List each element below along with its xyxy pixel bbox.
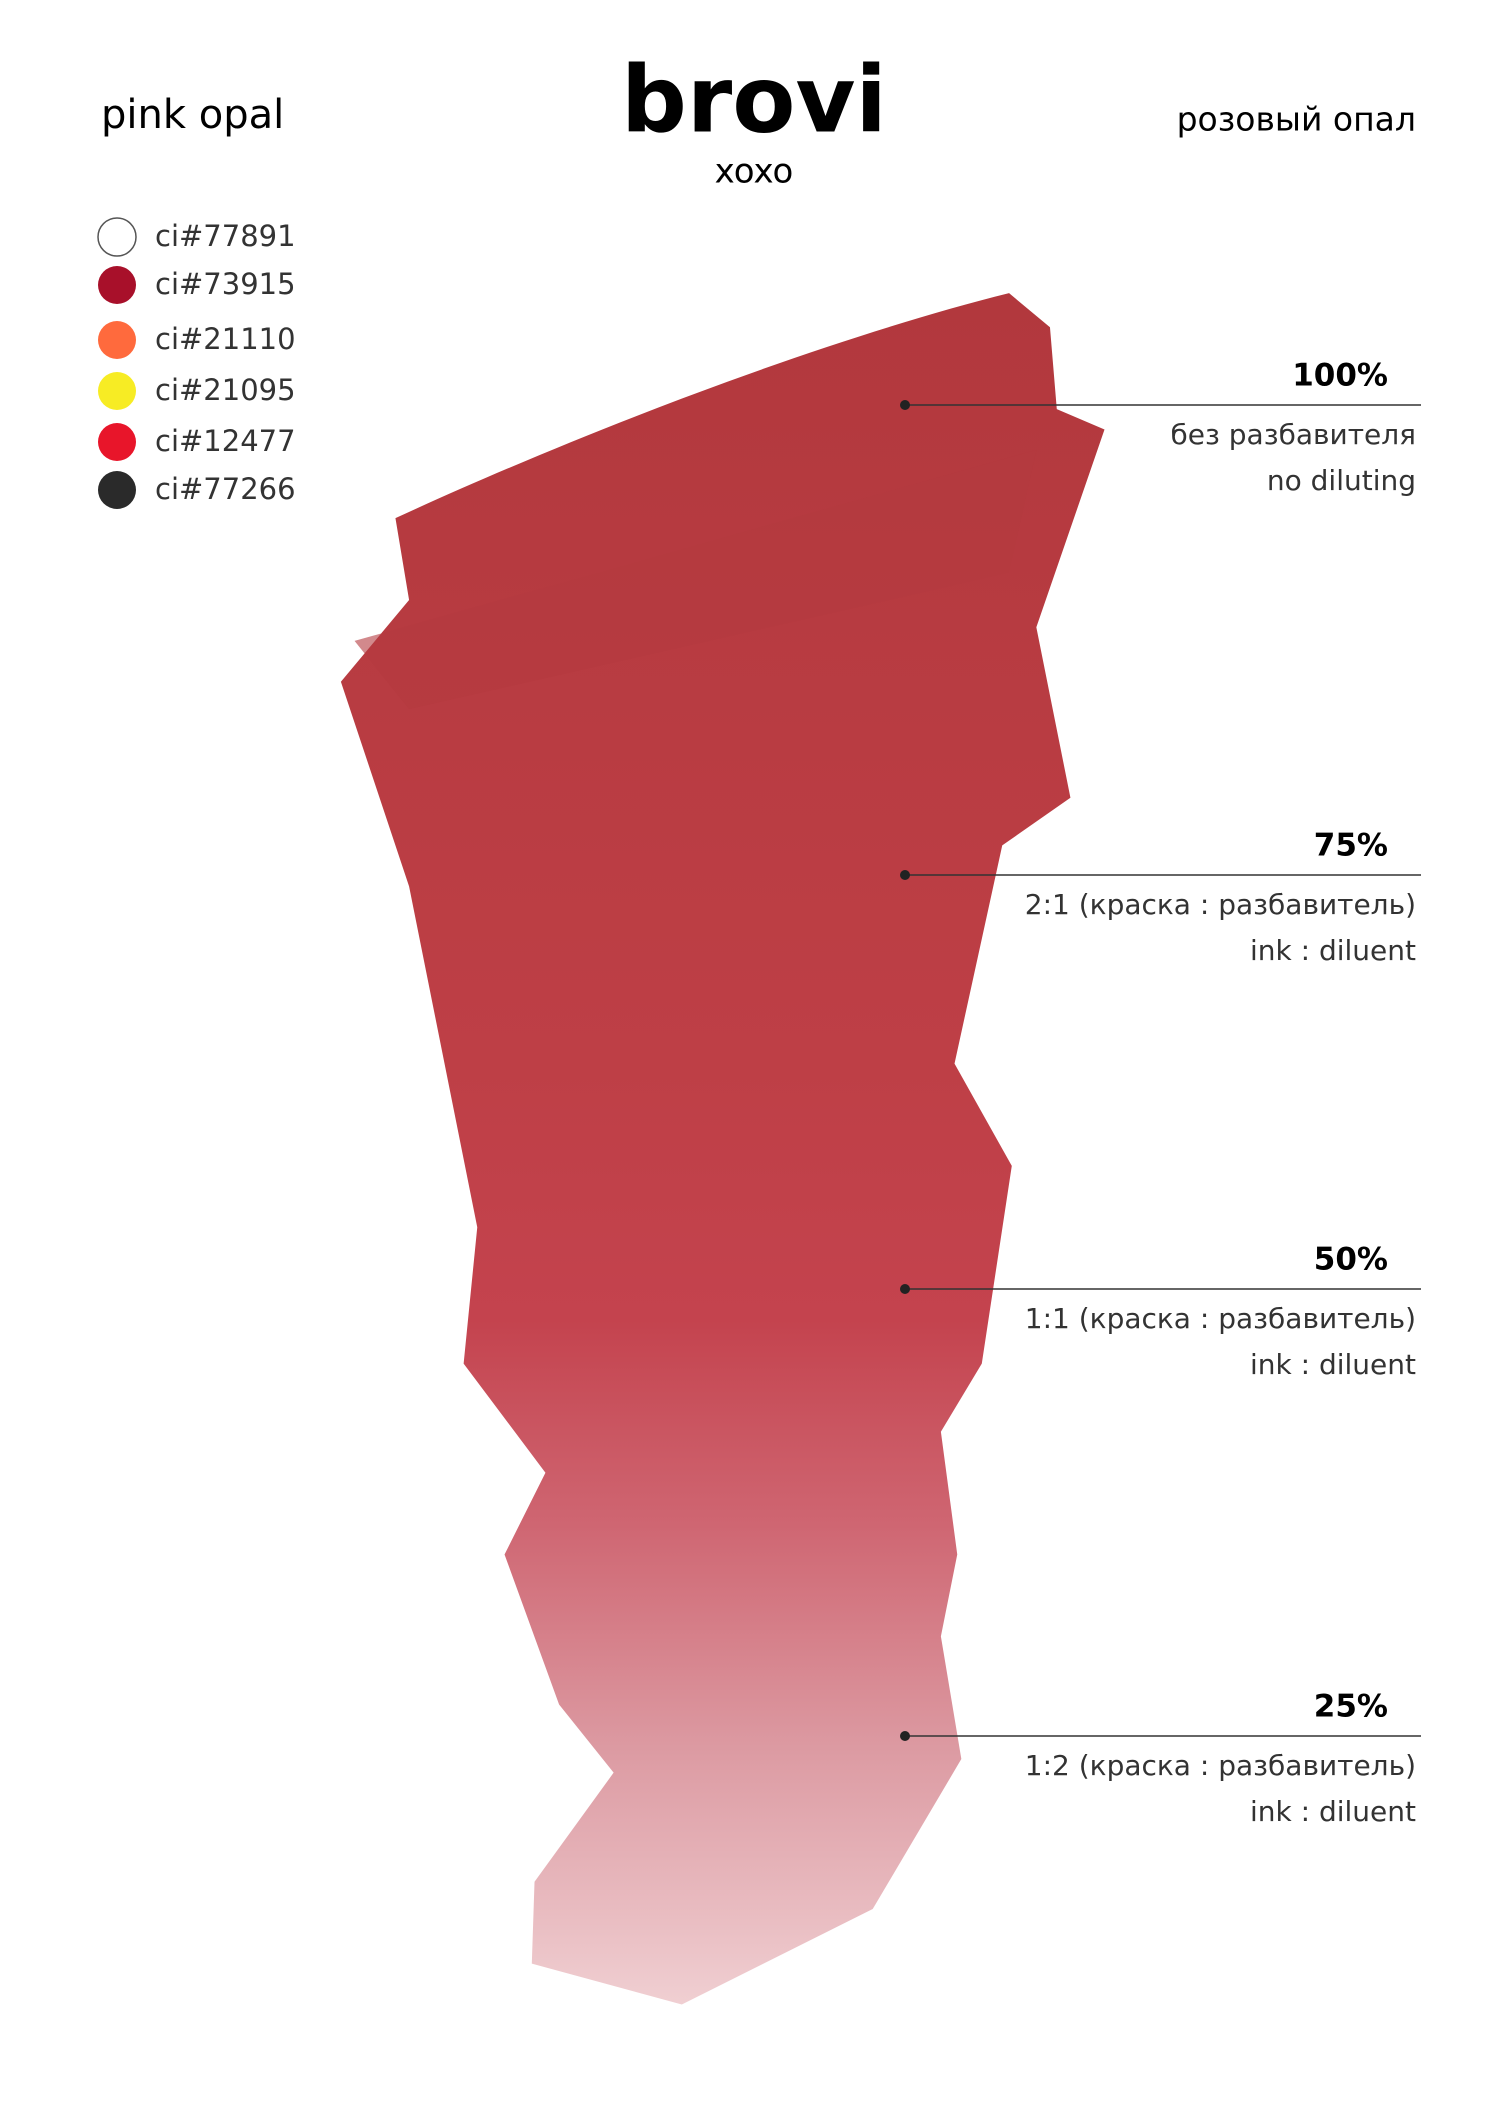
- level-note: ink : diluent: [1250, 1795, 1416, 1828]
- level-note: без разбавителя: [1170, 418, 1416, 451]
- level-note: no diluting: [1267, 464, 1416, 497]
- level-percent: 25%: [1314, 1689, 1388, 1725]
- pigment-dot: [98, 372, 136, 410]
- pigment-code: ci#21110: [155, 322, 296, 356]
- pigment-code: ci#21095: [155, 373, 296, 407]
- product-name: pink opal: [101, 92, 284, 138]
- level-percent: 100%: [1292, 358, 1388, 394]
- pigment-dot: [97, 217, 137, 257]
- level-dot: [900, 870, 910, 880]
- paint-swatch: [340, 293, 1105, 2005]
- level-percent: 75%: [1314, 828, 1388, 864]
- level-note: ink : diluent: [1250, 1348, 1416, 1381]
- pigment-code: ci#73915: [155, 267, 296, 301]
- brand-sub: xoxo: [715, 152, 794, 192]
- level-percent: 50%: [1314, 1242, 1388, 1278]
- pigment-dot: [98, 321, 136, 359]
- product-name-ru: розовый опал: [1177, 100, 1416, 139]
- pigment-code: ci#12477: [155, 424, 296, 458]
- pigment-dot: [98, 423, 136, 461]
- level-note: 2:1 (краска : разбавитель): [1025, 888, 1416, 921]
- pigment-code: ci#77266: [155, 472, 296, 506]
- level-note: ink : diluent: [1250, 934, 1416, 967]
- pigment-dot: [98, 471, 136, 509]
- level-dot: [900, 400, 910, 410]
- level-dot: [900, 1284, 910, 1294]
- brand: brovi: [621, 46, 887, 153]
- pigment-dot: [98, 266, 136, 304]
- level-note: 1:2 (краска : разбавитель): [1025, 1749, 1416, 1782]
- pigment-code: ci#77891: [155, 219, 296, 253]
- level-note: 1:1 (краска : разбавитель): [1025, 1302, 1416, 1335]
- level-dot: [900, 1731, 910, 1741]
